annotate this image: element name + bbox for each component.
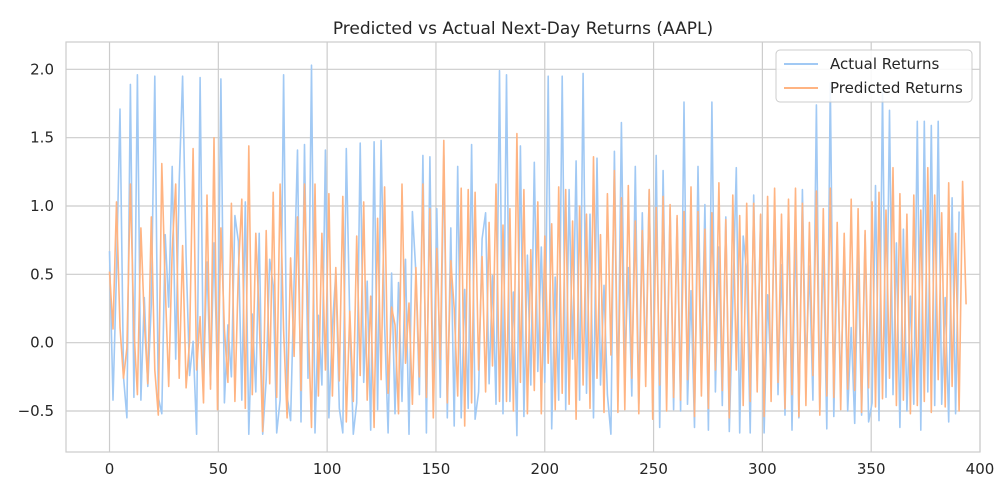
y-tick-label: 0.0: [30, 334, 54, 352]
x-tick-label: 200: [530, 460, 559, 478]
y-tick-label: 0.5: [30, 265, 54, 283]
x-tick-label: 400: [966, 460, 995, 478]
legend-label: Predicted Returns: [830, 79, 963, 97]
legend: Actual Returns Predicted Returns: [775, 49, 973, 103]
x-tick-label: 350: [857, 460, 886, 478]
tick-labels: 0 50 100 150 200 250 300 350 400 −0.5 0.0 0.5 1.0 1.5…: [18, 60, 995, 478]
x-tick-label: 300: [748, 460, 777, 478]
x-tick-label: 100: [313, 460, 342, 478]
y-tick-label: 2.0: [30, 60, 54, 78]
x-tick-label: 0: [105, 460, 115, 478]
plot-frame: [65, 41, 981, 453]
series-line-predicted-returns: [108, 132, 967, 433]
x-tick-label: 250: [639, 460, 668, 478]
legend-label: Actual Returns: [830, 55, 940, 73]
x-tick-label: 50: [209, 460, 228, 478]
x-tick-label: 150: [422, 460, 451, 478]
chart-title: Predicted vs Actual Next-Day Returns (AA…: [333, 19, 713, 39]
legend-box: [775, 49, 973, 103]
y-tick-label: −0.5: [18, 402, 54, 420]
series-lines: [108, 64, 967, 437]
y-tick-label: 1.5: [30, 129, 54, 147]
y-tick-label: 1.0: [30, 197, 54, 215]
